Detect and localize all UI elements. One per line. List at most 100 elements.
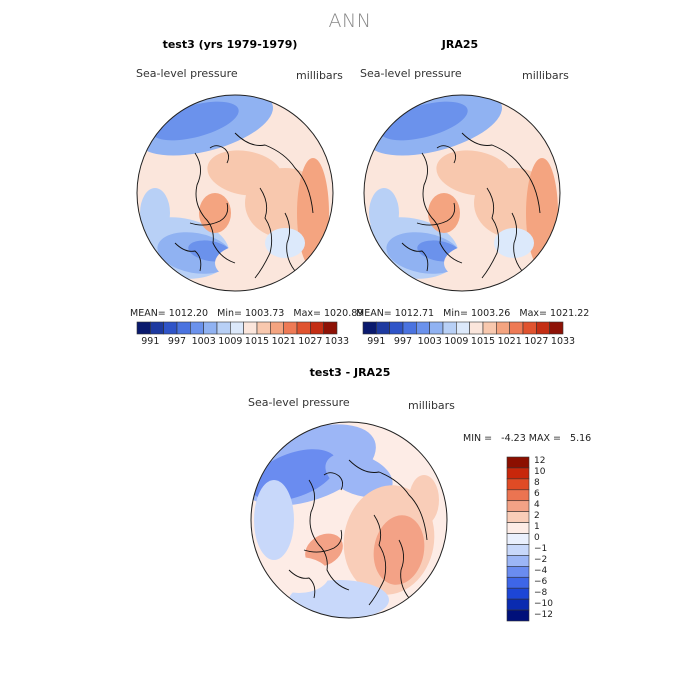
panel2-polar-map bbox=[363, 94, 561, 292]
panel1-variable-label: Sea-level pressure bbox=[136, 67, 238, 80]
coastline bbox=[481, 187, 500, 279]
coastline bbox=[416, 202, 456, 226]
coastline bbox=[254, 187, 273, 279]
colorbar-tick-label: 10 bbox=[534, 467, 546, 478]
colorbar-swatch bbox=[136, 321, 151, 335]
colorbar-swatch bbox=[506, 609, 530, 622]
colorbar-swatch bbox=[506, 587, 530, 600]
field-layer bbox=[137, 95, 333, 291]
coastline bbox=[401, 242, 429, 272]
panel2-max-value: 1021.22 bbox=[550, 308, 590, 319]
colorbar-tick-label: −4 bbox=[534, 565, 548, 576]
panel2-title: JRA25 bbox=[441, 38, 479, 51]
colorbar-swatch bbox=[506, 555, 530, 567]
contour-region bbox=[254, 480, 294, 560]
panel2-colorbar bbox=[362, 321, 564, 335]
coastline bbox=[308, 479, 350, 591]
contour-region bbox=[436, 150, 512, 196]
coastline bbox=[194, 152, 236, 264]
diff-colorbar bbox=[506, 456, 530, 622]
map-border bbox=[250, 421, 448, 619]
colorbar-swatch bbox=[402, 321, 417, 335]
colorbar-swatch bbox=[482, 321, 497, 335]
colorbar-swatch bbox=[283, 321, 298, 335]
colorbar-tick-label: 1033 bbox=[324, 336, 350, 347]
colorbar-swatch bbox=[310, 321, 324, 335]
colorbar-swatch bbox=[506, 500, 530, 512]
colorbar-tick-label: 2 bbox=[534, 511, 540, 522]
diff-units-label: millibars bbox=[408, 399, 455, 412]
contour-region bbox=[373, 515, 425, 585]
panel2-variable-label: Sea-level pressure bbox=[360, 67, 462, 80]
colorbar-swatch bbox=[230, 321, 244, 335]
panel2-max-label: Max= bbox=[519, 308, 547, 319]
field-layer bbox=[364, 95, 560, 291]
colorbar-tick-label: 1015 bbox=[244, 336, 270, 347]
colorbar-tick-label: 1033 bbox=[550, 336, 576, 347]
panel1-stats: MEAN= 1012.20 Min= 1003.73 Max= 1020.89 bbox=[130, 308, 363, 319]
coastline bbox=[461, 132, 541, 214]
contour-region bbox=[140, 188, 170, 238]
colorbar-tick-label: 991 bbox=[367, 336, 386, 347]
colorbar-tick-label: 6 bbox=[534, 489, 540, 500]
coastline bbox=[323, 472, 344, 491]
panel1-min-value: 1003.73 bbox=[245, 308, 285, 319]
colorbar-swatch bbox=[190, 321, 204, 335]
panel2-mean-value: 1012.71 bbox=[394, 308, 435, 319]
panel1-max-value: 1020.89 bbox=[324, 308, 364, 319]
colorbar-tick-label: 1003 bbox=[191, 336, 216, 347]
colorbar-tick-label: 1009 bbox=[444, 336, 469, 347]
colorbar-swatch bbox=[549, 321, 564, 335]
colorbar-tick-label: −2 bbox=[534, 554, 548, 565]
diff-colorbar-ticks: 12 10 8 6 4 2 1 0 −1 −2 −4 −6 −8 −10 −12 bbox=[534, 456, 574, 621]
colorbar-tick-label: 997 bbox=[393, 336, 413, 347]
panel1-title: test3 (yrs 1979-1979) bbox=[162, 38, 298, 51]
contour-region bbox=[151, 101, 239, 141]
colorbar-tick-label: −6 bbox=[534, 576, 548, 587]
coastline bbox=[174, 242, 202, 272]
coastline bbox=[436, 145, 457, 164]
contour-region bbox=[265, 228, 305, 258]
contour-region bbox=[526, 158, 558, 268]
contour-region bbox=[207, 150, 283, 196]
colorbar-tick-label: 1009 bbox=[218, 336, 243, 347]
contour-region bbox=[269, 557, 329, 593]
panel2-units-label: millibars bbox=[522, 69, 569, 82]
colorbar-swatch bbox=[506, 478, 530, 491]
coastline bbox=[303, 529, 343, 553]
colorbar-tick-label: 991 bbox=[141, 336, 160, 347]
diff-polar-map bbox=[250, 421, 448, 619]
coastline bbox=[288, 569, 316, 599]
colorbar-swatch bbox=[442, 321, 457, 335]
colorbar-swatch bbox=[376, 321, 390, 335]
diff-min-label: MIN = bbox=[463, 433, 493, 444]
colorbar-tick-label: −8 bbox=[534, 587, 548, 598]
colorbar-swatch bbox=[522, 321, 537, 335]
colorbar-swatch bbox=[506, 533, 530, 545]
coastline bbox=[234, 132, 314, 214]
diff-max-value: 5.16 bbox=[570, 433, 592, 444]
coastline bbox=[368, 514, 387, 606]
contour-region bbox=[199, 193, 231, 233]
panel1-colorbar-ticks: 991 997 1003 1009 1015 1021 1027 1033 bbox=[137, 336, 349, 348]
colorbar-swatch bbox=[176, 321, 191, 335]
contour-region bbox=[305, 533, 343, 567]
colorbar-swatch bbox=[506, 467, 530, 480]
panel1-units-label: millibars bbox=[296, 69, 343, 82]
coastline bbox=[348, 459, 428, 541]
colorbar-swatch bbox=[506, 566, 530, 578]
diff-minmax: MIN = -4.23 MAX = 5.16 bbox=[463, 433, 591, 444]
field-layer bbox=[251, 422, 447, 618]
coastline bbox=[284, 212, 296, 272]
main-title: ANN bbox=[328, 10, 372, 32]
colorbar-swatch bbox=[496, 321, 510, 335]
diff-min-value: -4.23 bbox=[501, 433, 526, 444]
colorbar-swatch bbox=[389, 321, 404, 335]
colorbar-tick-label: 1027 bbox=[524, 336, 549, 347]
colorbar-swatch bbox=[323, 321, 338, 335]
panel2-stats: MEAN= 1012.71 Min= 1003.26 Max= 1021.22 bbox=[356, 308, 589, 319]
colorbar-tick-label: 1027 bbox=[298, 336, 323, 347]
colorbar-tick-label: −10 bbox=[534, 598, 553, 609]
panel1-colorbar bbox=[136, 321, 338, 335]
colorbar-tick-label: 1003 bbox=[417, 336, 442, 347]
